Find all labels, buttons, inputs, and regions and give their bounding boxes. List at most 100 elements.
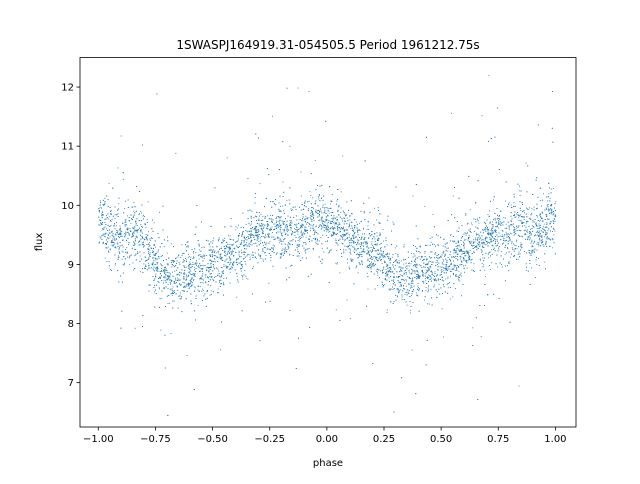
data-point — [452, 235, 454, 237]
data-point — [315, 226, 317, 228]
data-point — [313, 208, 315, 210]
data-point — [205, 305, 207, 307]
data-point — [316, 225, 317, 227]
data-point — [115, 225, 117, 227]
data-point — [153, 253, 155, 255]
data-point — [108, 182, 110, 184]
data-point — [466, 262, 468, 264]
data-point — [247, 218, 249, 219]
data-point — [374, 207, 375, 209]
data-point — [249, 256, 251, 258]
data-point — [156, 263, 158, 265]
data-point — [540, 239, 542, 241]
data-point — [216, 252, 218, 254]
data-point — [548, 238, 549, 240]
data-point — [148, 246, 150, 247]
data-point — [511, 233, 513, 235]
data-point — [549, 197, 551, 199]
data-point — [451, 214, 453, 216]
data-point — [262, 216, 264, 218]
data-point — [421, 255, 423, 257]
data-point — [326, 219, 328, 221]
data-point — [423, 299, 425, 301]
data-point — [321, 262, 323, 264]
data-point — [309, 230, 311, 232]
data-point — [163, 279, 165, 281]
data-point — [400, 260, 402, 262]
data-point — [321, 247, 323, 249]
data-point — [305, 226, 307, 228]
data-point — [154, 267, 156, 269]
data-point — [204, 255, 206, 257]
data-point — [457, 258, 459, 260]
data-point — [291, 232, 293, 234]
data-point — [122, 251, 124, 253]
data-point — [172, 271, 173, 273]
data-point — [332, 234, 334, 236]
data-point — [108, 261, 110, 263]
data-point — [160, 264, 162, 266]
data-point — [379, 256, 381, 258]
data-point — [119, 229, 121, 230]
data-point — [361, 254, 363, 256]
data-point — [126, 239, 127, 241]
data-point — [527, 229, 529, 231]
data-point — [108, 251, 110, 253]
data-point — [436, 290, 438, 292]
data-point — [166, 263, 168, 265]
data-point — [258, 236, 260, 238]
data-point — [229, 263, 231, 265]
data-point — [483, 264, 485, 266]
data-point — [404, 280, 406, 282]
data-point — [152, 256, 154, 258]
data-point — [146, 237, 148, 239]
data-point — [427, 266, 428, 268]
data-point — [116, 232, 118, 233]
data-point — [287, 235, 289, 237]
data-point — [229, 235, 231, 237]
data-point — [409, 277, 410, 279]
data-point — [155, 246, 156, 248]
data-point — [508, 261, 510, 263]
data-point — [446, 247, 448, 249]
data-point — [543, 229, 545, 231]
data-point — [150, 240, 152, 241]
data-point — [203, 254, 205, 256]
data-point — [485, 229, 486, 231]
data-point — [450, 263, 452, 265]
data-point — [353, 242, 355, 244]
data-point — [292, 209, 294, 211]
data-points — [98, 75, 557, 416]
data-point — [410, 295, 412, 297]
data-point — [343, 223, 345, 225]
data-point — [159, 246, 161, 248]
data-point — [473, 251, 475, 253]
data-point — [140, 258, 142, 260]
data-point — [378, 238, 380, 240]
data-point — [427, 277, 429, 279]
data-point — [539, 239, 541, 240]
data-point — [253, 228, 255, 230]
data-point — [370, 268, 372, 270]
data-point — [164, 271, 166, 273]
data-point — [325, 207, 327, 208]
data-point — [414, 277, 416, 278]
data-point — [181, 290, 183, 292]
data-point — [133, 226, 135, 228]
data-point — [508, 202, 510, 204]
data-point — [133, 269, 135, 271]
data-point — [260, 226, 262, 228]
data-point — [304, 229, 306, 230]
data-point — [434, 284, 436, 286]
data-point — [223, 263, 225, 265]
data-point — [140, 230, 142, 232]
data-point — [310, 203, 312, 205]
data-point — [380, 247, 381, 249]
data-point — [151, 228, 153, 230]
data-point — [220, 279, 222, 281]
data-point — [263, 247, 265, 249]
data-point — [322, 204, 324, 206]
data-point — [329, 221, 331, 223]
data-point — [372, 257, 374, 259]
